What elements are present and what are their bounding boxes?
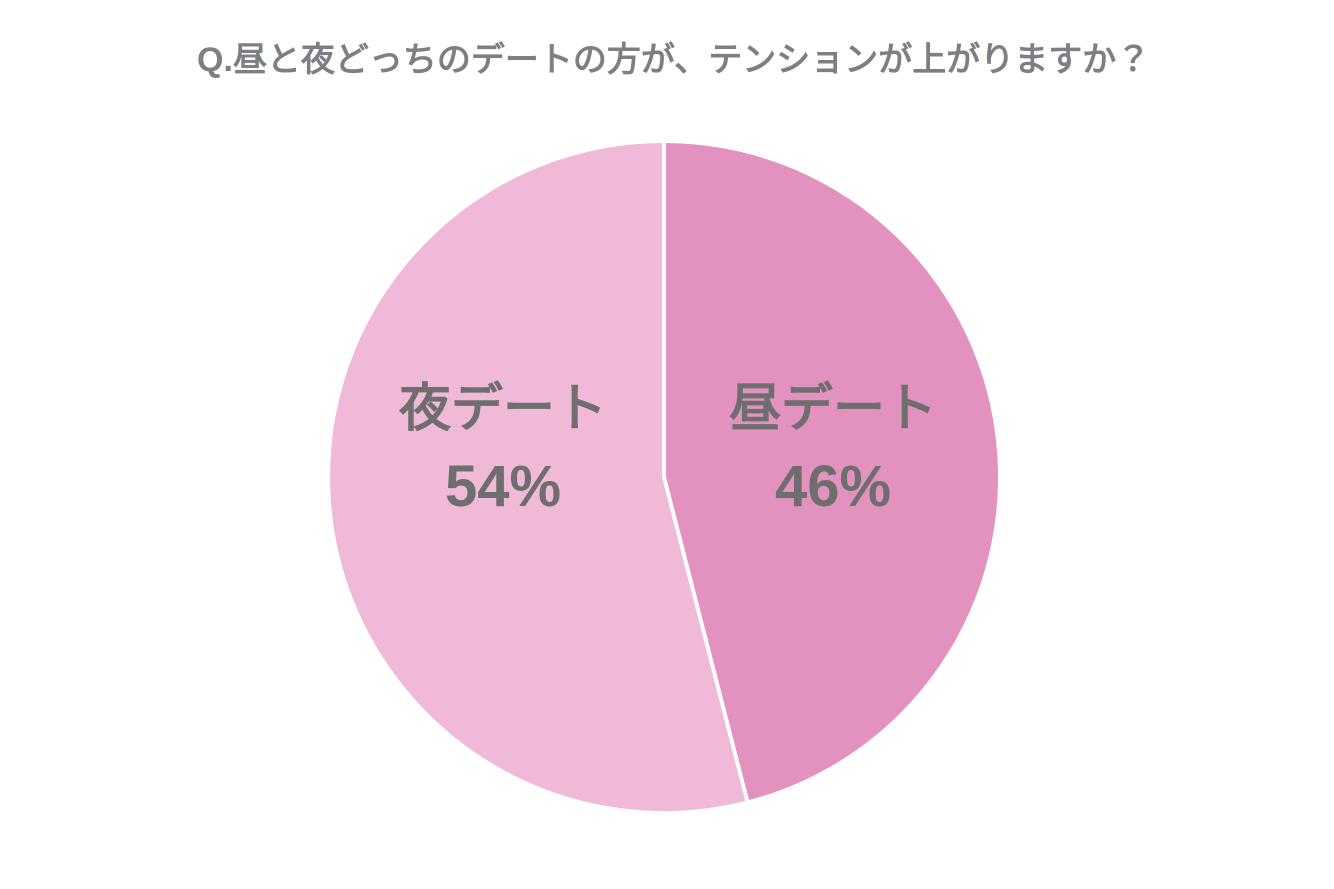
svg-text:54%: 54%: [445, 454, 561, 519]
svg-text:夜デート: 夜デート: [398, 380, 607, 438]
svg-text:46%: 46%: [775, 454, 891, 519]
svg-text:昼デート: 昼デート: [729, 380, 937, 438]
